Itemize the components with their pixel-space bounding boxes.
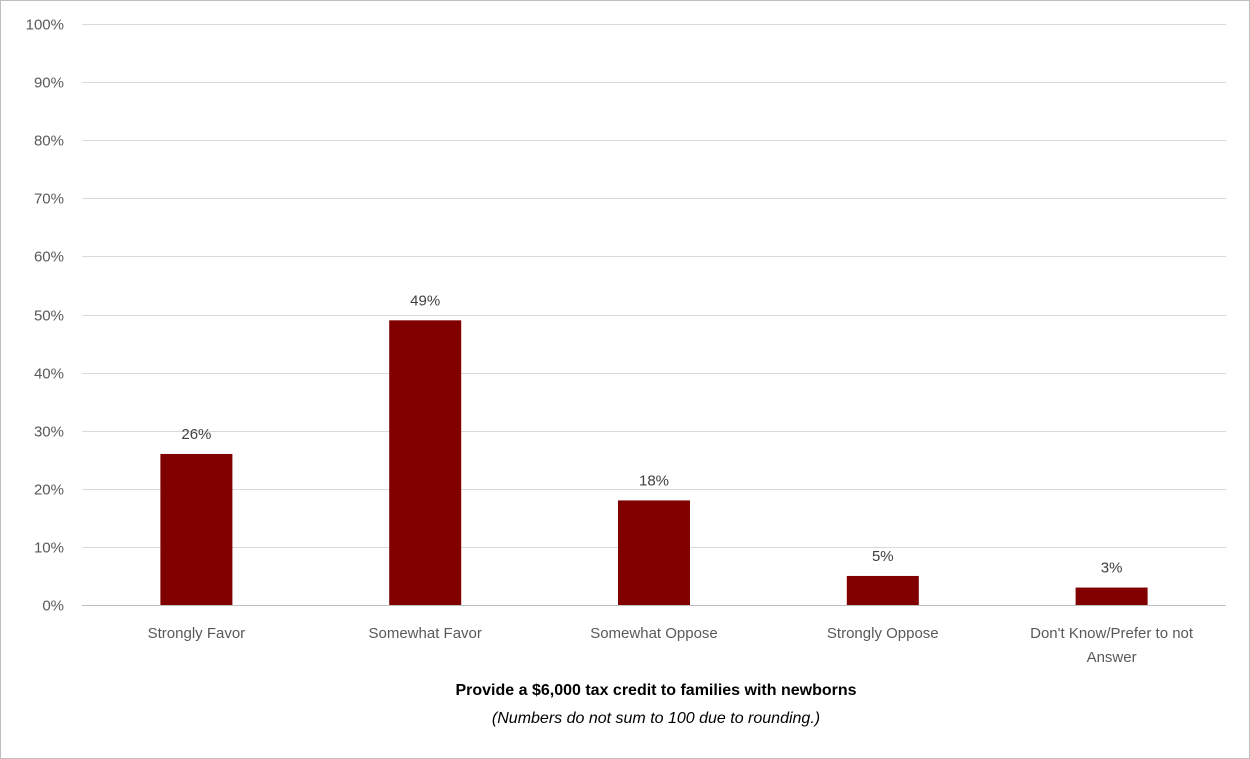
data-label: 5% bbox=[872, 548, 894, 565]
data-label: 3% bbox=[1101, 560, 1123, 577]
category-label: Somewhat Oppose bbox=[590, 625, 718, 642]
category-label: Strongly Favor bbox=[148, 625, 246, 642]
chart-subtitle: (Numbers do not sum to 100 due to roundi… bbox=[492, 710, 820, 727]
bar bbox=[160, 453, 233, 605]
data-labels: 26% 49% 18% 5% 3% bbox=[181, 292, 1122, 576]
y-tick-label: 80% bbox=[34, 133, 64, 150]
y-tick-label: 60% bbox=[34, 249, 64, 266]
y-tick-label: 70% bbox=[34, 191, 64, 208]
bar bbox=[389, 320, 462, 605]
y-tick-label: 30% bbox=[34, 424, 64, 441]
y-tick-label: 100% bbox=[26, 17, 64, 34]
bars bbox=[160, 320, 1148, 605]
y-axis-tick-labels: 0% 10% 20% 30% 40% 50% 60% 70% 80% 90% 100% bbox=[26, 17, 64, 615]
x-axis-category-labels: Strongly Favor Somewhat Favor Somewhat Opp… bbox=[148, 625, 1194, 666]
y-tick-label: 90% bbox=[34, 75, 64, 92]
category-label: Answer bbox=[1087, 649, 1137, 666]
bar bbox=[1075, 587, 1148, 605]
bar bbox=[618, 500, 690, 605]
y-tick-label: 40% bbox=[34, 366, 64, 383]
y-tick-label: 50% bbox=[34, 308, 64, 325]
y-tick-label: 20% bbox=[34, 482, 64, 499]
category-label: Strongly Oppose bbox=[827, 625, 939, 642]
gridlines bbox=[82, 24, 1226, 548]
category-label: Somewhat Favor bbox=[369, 625, 482, 642]
data-label: 26% bbox=[181, 426, 211, 443]
bar bbox=[846, 575, 919, 605]
y-tick-label: 10% bbox=[34, 540, 64, 557]
chart-title: Provide a $6,000 tax credit to families … bbox=[455, 682, 856, 699]
category-label: Don't Know/Prefer to not bbox=[1030, 625, 1194, 642]
y-tick-label: 0% bbox=[42, 598, 64, 615]
data-label: 49% bbox=[410, 292, 440, 309]
data-label: 18% bbox=[639, 472, 669, 489]
